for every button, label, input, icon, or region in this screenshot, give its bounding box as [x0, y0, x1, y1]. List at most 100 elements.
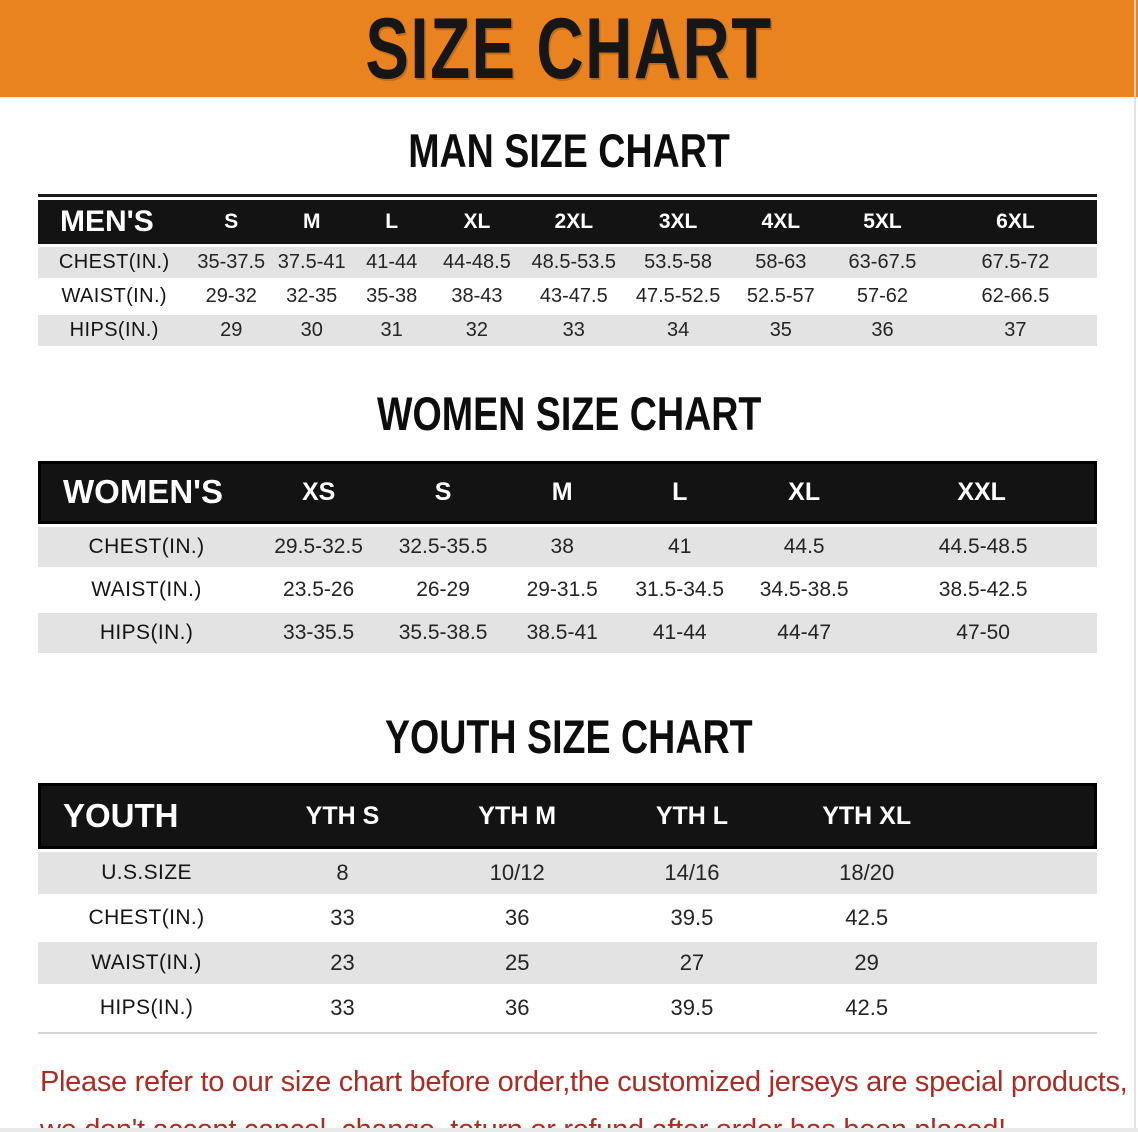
column-header: YTH XL	[779, 783, 955, 850]
section-heading: WOMEN SIZE CHART	[0, 387, 1138, 441]
size-value-cell: 34.5-38.5	[739, 569, 870, 610]
size-value-cell: 26-29	[382, 569, 504, 610]
row-label: CHEST(IN.)	[38, 247, 191, 279]
size-value-cell: 37	[933, 315, 1097, 347]
table-row: WAIST(IN.) 23.5-26 26-29 29-31.5 31.5-34.5 34…	[38, 569, 1097, 610]
size-value-cell: 33-35.5	[255, 612, 383, 653]
size-value-cell: 32	[431, 315, 522, 347]
scan-edge-bottom	[0, 1128, 1138, 1132]
row-label: WAIST(IN.)	[38, 281, 191, 313]
size-value-cell: 29-31.5	[503, 569, 621, 610]
table-header-row: YOUTH YTH S YTH M YTH L YTH XL	[38, 783, 1097, 850]
size-value-cell: 36	[831, 315, 934, 347]
spacer-cell	[954, 897, 1097, 940]
section-heading-text: YOUTH SIZE CHART	[385, 709, 753, 763]
row-label: WAIST(IN.)	[38, 569, 256, 610]
column-header: XXL	[869, 460, 1097, 524]
row-label: HIPS(IN.)	[38, 987, 256, 1030]
size-value-cell: 31.5-34.5	[620, 569, 740, 610]
table-group-label: YOUTH	[38, 783, 256, 850]
column-header: M	[503, 460, 621, 524]
column-header: L	[351, 200, 432, 245]
size-value-cell: 57-62	[831, 281, 934, 313]
row-label: CHEST(IN.)	[38, 526, 256, 567]
table-row: WAIST(IN.) 23 25 27 29	[38, 942, 1097, 985]
size-value-cell: 36	[429, 897, 605, 940]
table-header-row: WOMEN'S XS S M L XL XXL	[38, 460, 1097, 524]
size-value-cell: 25	[429, 942, 605, 985]
column-header: 3XL	[625, 200, 731, 245]
size-value-cell: 33	[255, 987, 430, 1030]
footer-note: Please refer to our size chart before or…	[40, 1058, 1138, 1132]
scan-edge-right	[1134, 0, 1136, 1132]
table-row: HIPS(IN.) 29 30 31 32 33 34 35 36 37	[38, 315, 1097, 347]
section-women-size-chart: WOMEN SIZE CHART WOMEN'S XS S M L XL XXL CHEST(I…	[0, 389, 1138, 655]
size-value-cell: 58-63	[730, 247, 832, 279]
table-row: HIPS(IN.) 33-35.5 35.5-38.5 38.5-41 41-44 44-…	[38, 612, 1097, 653]
section-heading: MAN SIZE CHART	[0, 126, 1138, 176]
column-header: XS	[255, 460, 383, 524]
column-header: YTH L	[604, 783, 780, 850]
size-value-cell: 42.5	[779, 987, 955, 1030]
section-heading-text: WOMEN SIZE CHART	[376, 387, 762, 441]
table-row: CHEST(IN.) 29.5-32.5 32.5-35.5 38 41 44.5 44.5…	[38, 526, 1097, 567]
column-header: XL	[739, 460, 870, 524]
table-row: HIPS(IN.) 33 36 39.5 42.5	[38, 987, 1097, 1030]
size-value-cell: 42.5	[779, 897, 955, 940]
size-value-cell: 48.5-53.5	[521, 247, 626, 279]
size-value-cell: 44-48.5	[431, 247, 522, 279]
row-label: HIPS(IN.)	[38, 612, 256, 653]
size-value-cell: 67.5-72	[933, 247, 1097, 279]
size-value-cell: 44.5-48.5	[869, 526, 1097, 567]
banner-title: SIZE CHART	[365, 0, 773, 97]
size-value-cell: 47.5-52.5	[625, 281, 731, 313]
size-value-cell: 29	[779, 942, 955, 985]
size-value-cell: 32-35	[272, 281, 352, 313]
column-header: M	[272, 200, 352, 245]
size-value-cell: 27	[604, 942, 780, 985]
row-label: HIPS(IN.)	[38, 315, 191, 347]
size-value-cell: 35-37.5	[190, 247, 273, 279]
table-row: U.S.SIZE 8 10/12 14/16 18/20	[38, 852, 1097, 895]
banner: SIZE CHART	[0, 0, 1138, 99]
column-header: 5XL	[831, 200, 934, 245]
spacer-cell	[954, 852, 1097, 895]
size-value-cell: 43-47.5	[521, 281, 626, 313]
spacer-cell	[954, 987, 1097, 1030]
column-header: 2XL	[521, 200, 626, 245]
size-value-cell: 30	[272, 315, 352, 347]
size-value-cell: 38	[503, 526, 621, 567]
youth-size-table: YOUTH YTH S YTH M YTH L YTH XL U.S.SIZE 8 10/12…	[38, 780, 1097, 1035]
size-value-cell: 23	[255, 942, 430, 985]
size-value-cell: 33	[255, 897, 430, 940]
size-value-cell: 52.5-57	[730, 281, 832, 313]
size-value-cell: 18/20	[779, 852, 955, 895]
size-value-cell: 29	[190, 315, 273, 347]
section-man-size-chart: MAN SIZE CHART MEN'S S M L XL 2XL 3XL 4XL 5XL 6XL C…	[0, 126, 1138, 349]
size-value-cell: 37.5-41	[272, 247, 352, 279]
size-value-cell: 39.5	[604, 987, 780, 1030]
size-value-cell: 53.5-58	[625, 247, 731, 279]
table-group-label: WOMEN'S	[38, 460, 256, 524]
column-header: XL	[431, 200, 522, 245]
row-label: U.S.SIZE	[38, 852, 256, 895]
size-value-cell: 38.5-42.5	[869, 569, 1097, 610]
table-row: CHEST(IN.) 33 36 39.5 42.5	[38, 897, 1097, 940]
size-value-cell: 14/16	[604, 852, 780, 895]
size-value-cell: 35-38	[351, 281, 432, 313]
section-youth-size-chart: YOUTH SIZE CHART YOUTH YTH S YTH M YTH L YTH …	[0, 709, 1138, 1035]
size-value-cell: 38.5-41	[503, 612, 621, 653]
section-heading: YOUTH SIZE CHART	[0, 709, 1138, 763]
table-row: WAIST(IN.) 29-32 32-35 35-38 38-43 43-47.5 47.…	[38, 281, 1097, 313]
size-value-cell: 32.5-35.5	[382, 526, 504, 567]
size-value-cell: 47-50	[869, 612, 1097, 653]
row-label: CHEST(IN.)	[38, 897, 256, 940]
size-value-cell: 38-43	[431, 281, 522, 313]
column-header: S	[190, 200, 273, 245]
size-value-cell: 63-67.5	[831, 247, 934, 279]
size-value-cell: 35.5-38.5	[382, 612, 504, 653]
size-value-cell: 44.5	[739, 526, 870, 567]
size-value-cell: 41-44	[351, 247, 432, 279]
size-value-cell: 23.5-26	[255, 569, 383, 610]
size-value-cell: 44-47	[739, 612, 870, 653]
